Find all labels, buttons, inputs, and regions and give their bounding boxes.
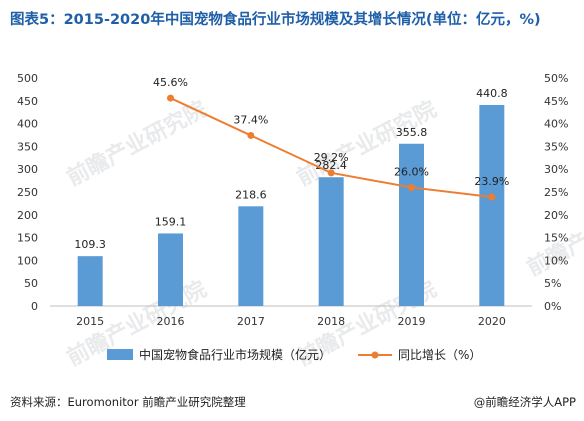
bar-2017 [238,206,264,306]
x-tick-label: 2015 [76,315,104,328]
bar-2020 [479,104,505,306]
right-tick-label: 5% [544,277,561,290]
bar-label-2015: 109.3 [74,238,106,251]
left-tick-label: 0 [31,300,38,313]
legend-bar-swatch [107,349,133,360]
growth-label-2016: 45.6% [153,76,188,89]
bar-2015 [77,256,103,306]
growth-label-2018: 29.2% [314,151,349,164]
growth-point-2016 [167,94,174,102]
right-tick-label: 40% [544,118,568,131]
left-tick-label: 500 [17,72,38,85]
right-tick-label: 0% [544,300,561,313]
growth-point-2018 [327,169,335,177]
left-tick-label: 400 [17,118,38,131]
bar-series [77,104,505,306]
x-axis: 2015 2016 2017 2018 2019 2020 [50,305,532,328]
left-tick-label: 250 [17,186,38,199]
right-y-axis: 0% 5% 10% 15% 20% 25% 30% 35% 40% 45% 50% [544,72,568,313]
x-tick-label: 2020 [478,315,506,328]
right-tick-label: 15% [544,232,568,245]
right-tick-label: 10% [544,254,568,267]
left-tick-label: 50 [24,277,38,290]
bar-label-2019: 355.8 [396,126,428,139]
left-tick-label: 150 [17,232,38,245]
bar-2016 [158,233,183,306]
left-y-axis: 0 50 100 150 200 250 300 350 400 450 500 [17,72,38,313]
source-note: 资料来源：Euromonitor 前瞻产业研究院整理 [10,395,246,409]
bar-2018 [318,177,344,306]
left-tick-label: 200 [17,209,38,222]
right-tick-label: 20% [544,209,568,222]
growth-label-2020: 23.9% [474,175,509,188]
bar-label-2017: 218.6 [235,188,267,201]
legend: 中国宠物食品行业市场规模（亿元） 同比增长（%） [107,347,481,362]
growth-point-2020 [488,193,496,201]
legend-line-marker [371,351,379,359]
line-series [167,94,496,201]
right-tick-label: 30% [544,163,568,176]
watermark-text: 前瞻产业研究院 [63,96,211,191]
chart-title: 图表5：2015-2020年中国宠物食品行业市场规模及其增长情况(单位：亿元，%… [10,12,541,28]
x-tick-label: 2019 [398,315,426,328]
growth-point-2017 [247,131,255,139]
right-tick-label: 35% [544,140,568,153]
bar-label-2016: 159.1 [155,215,187,228]
x-tick-label: 2016 [157,315,185,328]
growth-label-2019: 26.0% [394,165,429,178]
growth-point-2019 [408,183,415,191]
bar-2019 [399,143,424,306]
line-data-labels: 45.6% 37.4% 29.2% 26.0% 23.9% [153,76,509,188]
bar-label-2020: 440.8 [476,87,508,100]
left-tick-label: 100 [17,254,38,267]
legend-bar-label: 中国宠物食品行业市场规模（亿元） [139,347,331,362]
brand-credit: @前瞻经济学人APP [473,395,576,409]
left-tick-label: 350 [17,140,38,153]
left-tick-label: 300 [17,163,38,176]
right-tick-label: 45% [544,95,568,108]
right-tick-label: 50% [544,72,568,85]
growth-label-2017: 37.4% [233,113,268,126]
left-tick-label: 450 [17,95,38,108]
legend-line-label: 同比增长（%） [398,348,481,362]
x-tick-label: 2017 [237,315,265,328]
x-tick-label: 2018 [317,315,345,328]
right-tick-label: 25% [544,186,568,199]
